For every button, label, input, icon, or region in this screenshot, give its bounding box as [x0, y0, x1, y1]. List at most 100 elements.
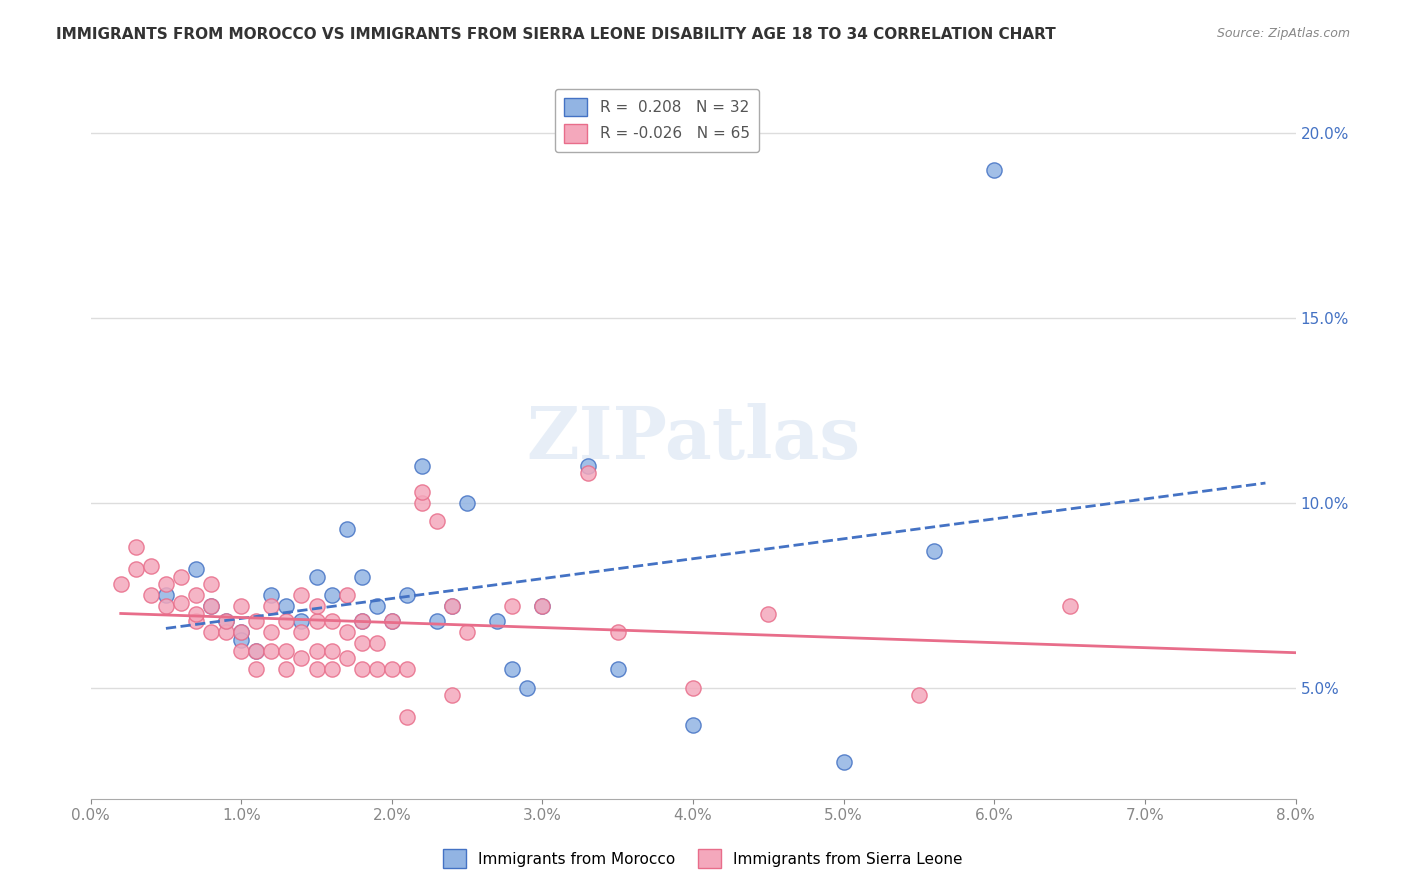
- Point: [1059, 599, 1081, 614]
- Point: [381, 614, 404, 628]
- Point: [516, 681, 538, 695]
- Point: [336, 651, 359, 665]
- Point: [395, 710, 418, 724]
- Legend: Immigrants from Morocco, Immigrants from Sierra Leone: Immigrants from Morocco, Immigrants from…: [436, 841, 970, 875]
- Point: [381, 614, 404, 628]
- Point: [184, 588, 207, 602]
- Point: [336, 625, 359, 640]
- Point: [305, 614, 328, 628]
- Point: [350, 614, 373, 628]
- Point: [200, 599, 222, 614]
- Point: [155, 588, 177, 602]
- Point: [350, 570, 373, 584]
- Point: [908, 688, 931, 702]
- Point: [290, 614, 312, 628]
- Point: [125, 562, 148, 576]
- Point: [441, 688, 464, 702]
- Point: [276, 644, 298, 658]
- Point: [501, 662, 523, 676]
- Point: [155, 577, 177, 591]
- Point: [231, 625, 253, 640]
- Point: [682, 681, 704, 695]
- Point: [245, 662, 267, 676]
- Point: [231, 644, 253, 658]
- Point: [381, 662, 404, 676]
- Point: [336, 588, 359, 602]
- Point: [276, 662, 298, 676]
- Point: [366, 662, 388, 676]
- Point: [305, 644, 328, 658]
- Point: [531, 599, 554, 614]
- Point: [245, 644, 267, 658]
- Point: [350, 614, 373, 628]
- Point: [350, 636, 373, 650]
- Point: [606, 625, 628, 640]
- Point: [276, 614, 298, 628]
- Point: [336, 522, 359, 536]
- Point: [411, 458, 433, 473]
- Point: [321, 662, 343, 676]
- Point: [305, 570, 328, 584]
- Point: [321, 588, 343, 602]
- Point: [395, 588, 418, 602]
- Point: [758, 607, 780, 621]
- Point: [231, 599, 253, 614]
- Point: [260, 599, 283, 614]
- Text: Source: ZipAtlas.com: Source: ZipAtlas.com: [1216, 27, 1350, 40]
- Legend: R =  0.208   N = 32, R = -0.026   N = 65: R = 0.208 N = 32, R = -0.026 N = 65: [555, 88, 759, 152]
- Point: [139, 558, 162, 573]
- Point: [983, 162, 1005, 177]
- Point: [155, 599, 177, 614]
- Point: [184, 562, 207, 576]
- Point: [832, 755, 855, 769]
- Point: [290, 588, 312, 602]
- Point: [606, 662, 628, 676]
- Point: [139, 588, 162, 602]
- Point: [411, 484, 433, 499]
- Point: [305, 662, 328, 676]
- Point: [215, 625, 238, 640]
- Point: [290, 625, 312, 640]
- Point: [576, 458, 599, 473]
- Point: [366, 599, 388, 614]
- Point: [125, 540, 148, 554]
- Point: [426, 514, 449, 528]
- Point: [170, 570, 193, 584]
- Point: [576, 467, 599, 481]
- Point: [305, 599, 328, 614]
- Point: [501, 599, 523, 614]
- Point: [366, 636, 388, 650]
- Point: [200, 599, 222, 614]
- Point: [184, 614, 207, 628]
- Point: [260, 644, 283, 658]
- Point: [200, 577, 222, 591]
- Point: [486, 614, 509, 628]
- Point: [245, 614, 267, 628]
- Point: [290, 651, 312, 665]
- Point: [922, 544, 945, 558]
- Point: [350, 662, 373, 676]
- Point: [200, 625, 222, 640]
- Point: [215, 614, 238, 628]
- Point: [245, 644, 267, 658]
- Point: [682, 718, 704, 732]
- Point: [531, 599, 554, 614]
- Point: [231, 625, 253, 640]
- Point: [321, 614, 343, 628]
- Point: [184, 607, 207, 621]
- Point: [411, 496, 433, 510]
- Point: [395, 662, 418, 676]
- Text: IMMIGRANTS FROM MOROCCO VS IMMIGRANTS FROM SIERRA LEONE DISABILITY AGE 18 TO 34 : IMMIGRANTS FROM MOROCCO VS IMMIGRANTS FR…: [56, 27, 1056, 42]
- Point: [321, 644, 343, 658]
- Point: [456, 496, 478, 510]
- Point: [170, 596, 193, 610]
- Point: [426, 614, 449, 628]
- Point: [260, 588, 283, 602]
- Point: [231, 632, 253, 647]
- Point: [441, 599, 464, 614]
- Text: ZIPatlas: ZIPatlas: [526, 402, 860, 474]
- Point: [456, 625, 478, 640]
- Point: [441, 599, 464, 614]
- Point: [215, 614, 238, 628]
- Point: [110, 577, 132, 591]
